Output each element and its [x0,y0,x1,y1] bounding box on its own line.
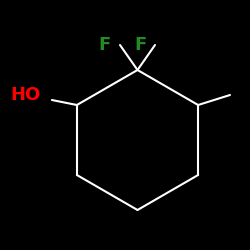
Text: F: F [134,36,146,54]
Text: HO: HO [10,86,40,104]
Text: F: F [99,36,111,54]
